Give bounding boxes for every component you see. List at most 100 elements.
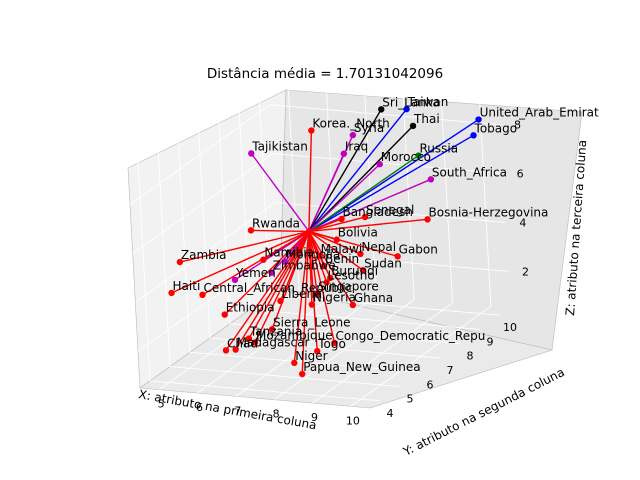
point-label: Nepal [361,240,396,254]
connector-line [308,178,432,233]
data-point [247,227,255,234]
data-point [268,326,276,333]
connector-line [308,153,345,232]
data-point [327,274,334,282]
data-point [221,311,228,318]
connector-line [308,130,313,232]
connector-line [308,118,479,233]
point-label: Sri_Lanka [382,95,440,109]
connector-line [171,230,310,294]
connector-line [293,231,310,363]
data-point [260,256,267,263]
point-label: Iraq [345,140,368,154]
y-tick-label: 6 [427,378,434,391]
centroid-point [305,228,312,235]
chart-title: Distância média = 1.70131042096 [207,66,443,82]
y-tick-label: 7 [447,364,454,377]
x-tick-label: 6 [196,401,203,414]
data-points [168,105,482,378]
point-label: Senegal [366,203,414,217]
data-point [333,236,340,243]
point-label: Burundi [331,264,378,278]
data-point [314,290,321,297]
connector-line [308,231,336,344]
z-tick-label: 8 [514,119,521,132]
connector-line [250,229,309,233]
point-label: Togo [317,337,346,351]
grid-line-z [135,201,506,303]
connector-line [308,108,408,232]
data-point [268,269,275,276]
point-label: Bosnia-Herzegovina [429,205,549,219]
grid-line-y [217,103,461,345]
data-point [409,122,417,130]
connector-line [254,231,310,343]
point-label: Chad [227,336,258,350]
z-tick-label: 6 [517,168,524,181]
data-point [277,297,284,305]
grid-line-y [137,160,381,402]
y-tick-label: 9 [487,335,494,348]
point-label: South_Africa [432,165,507,179]
data-point [231,276,239,284]
centroid-connector-lines [171,108,479,375]
point-label: Ethiopia [226,301,275,315]
point-label: Congo_Democratic_Repu [335,329,485,343]
data-point [403,105,410,113]
data-point [248,150,255,157]
point-label: Bangladesh [343,205,413,219]
z-tick-label: 2 [522,265,529,278]
data-point [281,258,289,265]
grid-line-y [177,132,421,373]
point-label: Russia [419,142,458,156]
data-point [316,252,323,260]
connector-line [248,231,310,339]
data-point [359,267,367,274]
data-point [349,131,357,139]
connector-line [308,230,361,255]
connector-line [271,231,310,330]
connector-line [224,230,310,316]
point-label: Taiwan [407,95,449,109]
z-tick-label: 4 [519,216,526,229]
point-label: Malawi [321,242,363,256]
data-point [338,215,345,223]
point-label: Niger [295,349,327,363]
point-label: Syria [354,121,384,135]
point-label: Namibia [264,246,314,260]
data-point [299,370,306,378]
data-point [340,150,348,157]
point-label: Zimbabwe [273,259,336,273]
y-tick-label: 8 [467,350,474,363]
x-tick-label: 8 [273,408,280,421]
point-label: Nigeria [313,291,356,305]
x-tick-label: 9 [311,411,318,424]
data-point [361,213,369,221]
data-point [323,279,330,286]
connector-line [308,230,398,258]
y-tick-label: 10 [503,321,517,334]
connector-line [202,230,310,296]
data-point [308,127,315,134]
data-point [245,335,253,342]
point-label: Tanzania [249,325,302,339]
point-label: Madagascar [237,336,310,350]
y-tick-label: 5 [407,393,414,406]
grid-line-x [158,69,300,391]
connector-line [308,134,474,233]
point-label: Korea._North [312,117,389,131]
data-point [427,176,435,183]
connector-line [250,153,310,232]
grid-lines [129,69,509,407]
point-label: Central_African_Republic [204,281,353,295]
grid-line-x [197,72,338,394]
data-point [394,253,401,260]
grid-line-x [273,79,415,401]
point-label: Rwanda [252,216,300,230]
connector-line [308,125,414,232]
data-point [475,116,482,123]
data-point [357,250,364,258]
data-point [349,301,357,309]
data-point [199,291,206,299]
grid-line-x [235,76,377,397]
